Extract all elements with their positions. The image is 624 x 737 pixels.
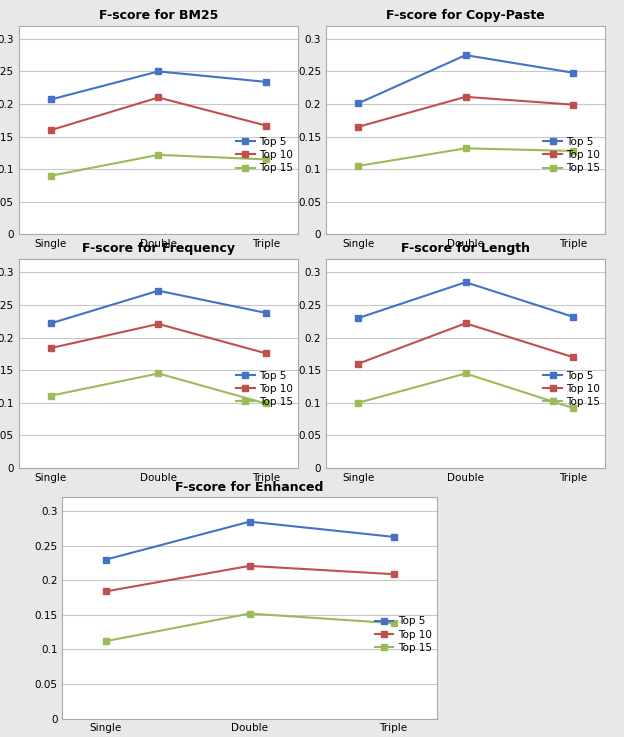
- Legend: Top 5, Top 10, Top 15: Top 5, Top 10, Top 15: [543, 371, 600, 407]
- Top 10: [155, 320, 162, 329]
- Title: F-score for Copy-Paste: F-score for Copy-Paste: [386, 9, 545, 22]
- Top 5: [47, 95, 55, 104]
- Top 15: [155, 150, 162, 159]
- Line: Top 10: Top 10: [48, 321, 268, 356]
- Top 10: [354, 359, 362, 368]
- Top 10: [102, 587, 109, 595]
- Top 10: [47, 343, 55, 352]
- Top 10: [155, 93, 162, 102]
- Top 5: [390, 532, 397, 541]
- Line: Top 5: Top 5: [356, 52, 576, 106]
- Top 15: [462, 144, 469, 153]
- Top 5: [354, 99, 362, 108]
- Top 15: [155, 369, 162, 378]
- Line: Top 10: Top 10: [103, 563, 396, 594]
- Line: Top 15: Top 15: [48, 152, 268, 178]
- Top 5: [462, 278, 469, 287]
- Line: Top 10: Top 10: [356, 321, 576, 366]
- Top 15: [47, 391, 55, 400]
- Top 10: [462, 92, 469, 101]
- Line: Top 5: Top 5: [48, 288, 268, 326]
- Title: F-score for BM25: F-score for BM25: [99, 9, 218, 22]
- Top 15: [569, 404, 577, 413]
- Top 5: [354, 314, 362, 323]
- Top 5: [155, 67, 162, 76]
- Top 15: [246, 609, 253, 618]
- Line: Top 15: Top 15: [356, 371, 576, 411]
- Legend: Top 5, Top 10, Top 15: Top 5, Top 10, Top 15: [543, 137, 600, 173]
- Top 15: [354, 399, 362, 408]
- Legend: Top 5, Top 10, Top 15: Top 5, Top 10, Top 15: [374, 616, 432, 653]
- Top 10: [262, 121, 270, 130]
- Top 15: [102, 637, 109, 646]
- Line: Top 10: Top 10: [356, 94, 576, 130]
- Legend: Top 5, Top 10, Top 15: Top 5, Top 10, Top 15: [236, 371, 293, 407]
- Top 5: [569, 69, 577, 77]
- Line: Top 10: Top 10: [48, 95, 268, 133]
- Top 5: [569, 312, 577, 321]
- Top 10: [569, 353, 577, 362]
- Top 10: [390, 570, 397, 579]
- Line: Top 5: Top 5: [356, 279, 576, 321]
- Top 5: [462, 51, 469, 60]
- Top 10: [354, 122, 362, 131]
- Legend: Top 5, Top 10, Top 15: Top 5, Top 10, Top 15: [236, 137, 293, 173]
- Line: Top 15: Top 15: [356, 146, 576, 169]
- Top 15: [354, 161, 362, 170]
- Line: Top 15: Top 15: [48, 371, 268, 406]
- Top 15: [569, 147, 577, 156]
- Top 10: [462, 319, 469, 328]
- Top 10: [246, 562, 253, 570]
- Top 5: [47, 319, 55, 328]
- Top 15: [462, 369, 469, 378]
- Top 10: [569, 100, 577, 109]
- Title: F-score for Enhanced: F-score for Enhanced: [175, 481, 324, 494]
- Top 5: [262, 77, 270, 86]
- Top 15: [262, 155, 270, 164]
- Top 5: [102, 555, 109, 564]
- Top 10: [47, 126, 55, 135]
- Line: Top 15: Top 15: [103, 611, 396, 644]
- Top 5: [246, 517, 253, 526]
- Top 15: [47, 171, 55, 180]
- Top 15: [390, 619, 397, 628]
- Title: F-score for Frequency: F-score for Frequency: [82, 242, 235, 256]
- Top 5: [155, 286, 162, 295]
- Top 15: [262, 399, 270, 408]
- Line: Top 5: Top 5: [48, 69, 268, 102]
- Line: Top 5: Top 5: [103, 519, 396, 562]
- Title: F-score for Length: F-score for Length: [401, 242, 530, 256]
- Top 10: [262, 349, 270, 357]
- Top 5: [262, 309, 270, 318]
